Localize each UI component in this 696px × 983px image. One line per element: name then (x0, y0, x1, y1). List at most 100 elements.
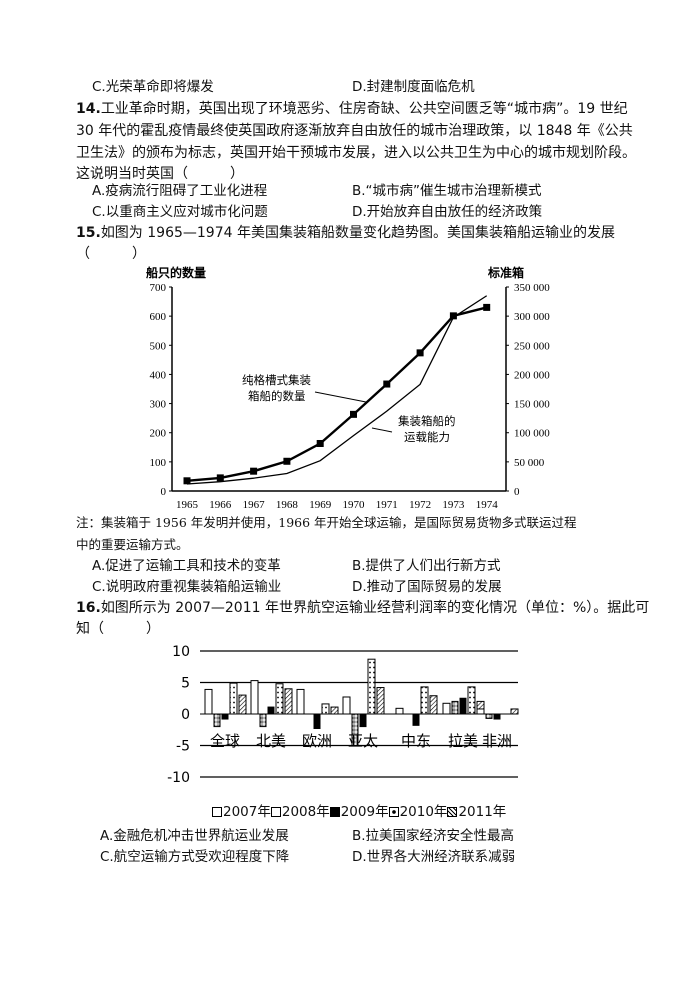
bar-2009年 (221, 713, 229, 720)
bar-2009年 (267, 706, 275, 715)
x-axis-tick: 1967 (243, 499, 266, 511)
right-axis-tick: 100 000 (514, 428, 550, 440)
x-axis-tick: 1971 (376, 499, 398, 511)
left-axis-tick: 700 (150, 282, 167, 294)
bar-chart-legend: 2007年 2008年 2009年 2010年 2011年 (212, 800, 506, 820)
region-label: 中东 (401, 732, 431, 750)
legend-label: 2010年 (399, 804, 448, 820)
container-ship-line-chart: 船只的数量 标准箱 0 100 200 300 400 500 600 700 0 50 000 100… (146, 265, 550, 511)
bar-2008年 (451, 700, 459, 715)
data-point-marker (250, 467, 258, 475)
x-axis-tick: 1965 (176, 499, 199, 511)
data-point-marker (383, 380, 391, 388)
q16-stem-line-1: 16.如图所示为 2007—2011 年世界航空运输业经营利润率的变化情况（单位… (76, 597, 649, 619)
left-axis-tick: 600 (150, 311, 167, 323)
q16-stem-text-1: 如图所示为 2007—2011 年世界航空运输业经营利润率的变化情况（单位：%）… (100, 600, 650, 616)
x-axis-tick: 1974 (476, 499, 499, 511)
x-axis-tick: 1966 (209, 499, 232, 511)
q14-stem-line-1: 14.工业革命时期，英国出现了环境恶劣、住房奇缺、公共空间匮乏等“城市病”。19… (76, 98, 628, 120)
legend-label: 2009年 (340, 804, 389, 820)
legend-label: 2008年 (281, 804, 330, 820)
bar-2010年 (275, 683, 284, 715)
legend-label: 2007年 (223, 804, 271, 820)
data-point-marker (483, 303, 491, 311)
bar-2011年 (429, 695, 438, 715)
q14-stem-line-3: 卫生法》的颁布为标志，英国开始干预城市发展，进入以公共卫生为中心的城市规划阶段。 (76, 145, 636, 161)
q16-option-b: B.拉美国家经济安全性最高 (352, 828, 515, 844)
q14-number: 14. (76, 101, 101, 117)
bar-2010年 (467, 686, 476, 715)
q15-stem-line-1: 15.如图为 1965—1974 年美国集装箱船数量变化趋势图。美国集装箱船运输… (76, 222, 615, 244)
bar-2007年 (204, 688, 213, 715)
bar-2009年 (493, 713, 501, 720)
ship-count-line (186, 306, 487, 482)
q15-note-line-1: 注：集装箱于 1956 年发明并使用，1966 年开始全球运输，是国际贸易货物多… (76, 515, 577, 530)
bar-2010年 (420, 686, 429, 715)
annotation-capacity-2: 运载能力 (404, 430, 450, 444)
q16-option-d: D.世界各大洲经济联系减弱 (352, 849, 516, 865)
bar-2007年 (296, 688, 305, 715)
bar-2008年 (213, 713, 221, 728)
x-axis-tick: 1973 (442, 499, 465, 511)
bar-2011年 (238, 694, 247, 715)
q14-option-b: B.“城市病”催生城市治理新模式 (352, 183, 542, 199)
data-point-marker (283, 457, 291, 465)
bar-2010年 (367, 658, 376, 715)
x-axis-tick: 1969 (309, 499, 332, 511)
right-axis-tick: 0 (514, 486, 520, 498)
legend-swatch (388, 807, 399, 817)
q13-option-c: C.光荣革命即将爆发 (92, 79, 214, 95)
left-axis-tick: 0 (161, 486, 167, 498)
q16-number: 16. (76, 600, 101, 616)
legend-swatch (212, 807, 222, 817)
q14-option-a: A.疫病流行阻碍了工业化进程 (92, 183, 268, 199)
q14-stem-text-1: 工业革命时期，英国出现了环境恶劣、住房奇缺、公共空间匮乏等“城市病”。19 世纪 (100, 101, 628, 117)
right-axis-tick: 50 000 (514, 457, 545, 469)
q14-option-d: D.开始放弃自由放任的经济政策 (352, 204, 543, 220)
q15-option-b: B.提供了人们出行新方式 (352, 558, 501, 574)
region-label: 拉美 (448, 732, 478, 750)
data-point-marker (350, 410, 357, 418)
q16-option-c: C.航空运输方式受欢迎程度下降 (100, 849, 290, 865)
q16-stem-line-2: 知（ ） (76, 621, 160, 637)
y-axis-tick: 0 (181, 707, 190, 723)
annotation-capacity-1: 集装箱船的 (398, 414, 456, 428)
q15-option-d: D.推动了国际贸易的发展 (352, 579, 502, 595)
q16-option-a: A.金融危机冲击世界航运业发展 (100, 828, 289, 844)
q15-option-a: A.促进了运输工具和技术的变革 (92, 558, 281, 574)
region-label: 亚太 (348, 732, 378, 750)
q13-option-d: D.封建制度面临危机 (352, 79, 475, 95)
bar-2007年 (250, 680, 259, 715)
bar-2010年 (229, 682, 238, 715)
bar-2007年 (342, 696, 351, 715)
q14-stem-line-2: 30 年代的霍乱疫情最终使英国政府逐渐放弃自由放任的城市治理政策，以 1848 … (76, 123, 633, 139)
right-axis-tick: 300 000 (514, 311, 550, 323)
left-axis-title: 船只的数量 (146, 265, 206, 280)
region-label: 北美 (256, 732, 286, 750)
right-axis-tick: 200 000 (514, 369, 550, 381)
bar-2011年 (376, 687, 385, 715)
data-point-marker (416, 349, 424, 357)
legend-label: 2011年 (458, 804, 507, 820)
bar-2010年 (321, 703, 330, 715)
left-axis-tick: 100 (150, 457, 167, 469)
y-axis-tick: -10 (167, 770, 190, 786)
legend-swatch (447, 807, 458, 817)
bar-2007年 (442, 702, 451, 715)
data-point-marker (216, 474, 224, 482)
annotation-ship-count-2: 箱船的数量 (248, 389, 306, 403)
x-axis-tick: 1968 (276, 499, 299, 511)
bar-2011年 (330, 706, 339, 715)
airline-profit-bar-chart: 10 5 0 -5 -10 全球 北美 欧洲 亚太 中东 拉美 非洲 (167, 644, 519, 786)
annotation-ship-count-1: 纯格槽式集装 (242, 373, 311, 387)
bar-2009年 (359, 713, 367, 728)
data-point-marker (316, 439, 324, 447)
bar-2009年 (313, 713, 321, 729)
data-point-marker (449, 312, 457, 320)
bar-2008年 (259, 713, 267, 728)
right-axis-title: 标准箱 (487, 265, 524, 280)
left-axis-tick: 500 (150, 340, 167, 352)
bar-2009年 (459, 697, 467, 715)
q15-number: 15. (76, 225, 101, 241)
q15-note-line-2: 中的重要运输方式。 (76, 537, 189, 552)
